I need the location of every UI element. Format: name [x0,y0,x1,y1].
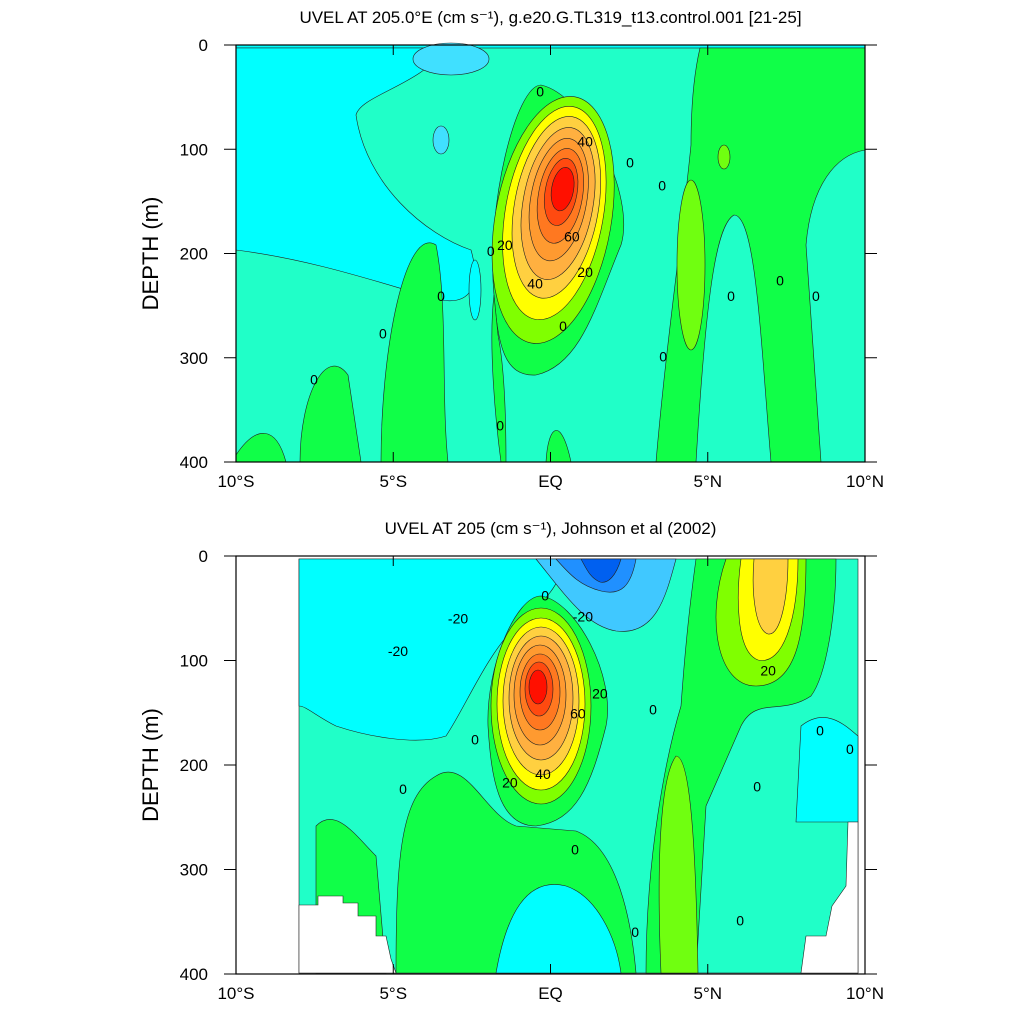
contour-label: 0 [816,722,824,738]
y-axis-label: DEPTH (m) [138,708,163,822]
contour-label: 0 [536,84,544,100]
x-tick-label: 10°S [217,472,254,491]
x-tick-label: EQ [538,984,563,1003]
contour-label: 0 [471,732,479,748]
contour-label: 0 [812,288,820,304]
y-tick-label: 0 [199,547,208,566]
contour-label: 20 [760,663,776,679]
chart-title: UVEL AT 205.0°E (cm s⁻¹), g.e20.G.TL319_… [299,8,801,27]
x-tick-label: 10°S [217,984,254,1003]
x-tick-label: 10°N [846,984,884,1003]
y-tick-label: 400 [180,453,208,472]
contour-label: 0 [736,912,744,928]
contour-label: 20 [577,264,593,280]
contour-label: -20 [448,610,468,626]
contour-label: 20 [502,775,518,791]
contour-label: 60 [564,229,580,245]
contour-label: 0 [753,779,761,795]
contour-label: 0 [559,318,567,334]
x-tick-label: 10°N [846,472,884,491]
contour-label: 40 [577,134,593,150]
y-tick-label: 200 [180,245,208,264]
contour-label: 0 [631,924,639,940]
contour-label: 0 [727,288,735,304]
contour-label: 60 [570,706,586,722]
contour-label: 0 [571,841,579,857]
x-tick-label: 5°S [379,472,407,491]
y-tick-label: 200 [180,756,208,775]
chart-title: UVEL AT 205 (cm s⁻¹), Johnson et al (200… [385,519,717,538]
contour-label: 0 [496,417,504,433]
x-tick-label: EQ [538,472,563,491]
contour-label: 0 [541,587,549,603]
contour-label: 0 [659,348,667,364]
contour-label: 40 [527,275,543,291]
contour-label: 40 [535,766,551,782]
contour-label: 0 [776,272,784,288]
contour-label: -20 [388,643,408,659]
contour-label: 0 [846,741,854,757]
contour-label: 20 [592,686,608,702]
contour-fill [235,42,866,463]
y-tick-label: 100 [180,652,208,671]
x-tick-label: 5°N [693,472,722,491]
contour-fill [298,558,859,974]
contour-label: 0 [649,701,657,717]
contour-label: -20 [573,608,593,624]
contour-label: 0 [437,288,445,304]
x-tick-label: 5°N [693,984,722,1003]
y-tick-label: 400 [180,965,208,984]
y-tick-label: 300 [180,861,208,880]
y-axis-label: DEPTH (m) [138,197,163,311]
y-tick-label: 300 [180,349,208,368]
contour-label: 0 [626,155,634,171]
contour-label: 20 [497,237,513,253]
contour-label: 0 [487,243,495,259]
contour-label: 0 [658,177,666,193]
y-tick-label: 100 [180,140,208,159]
contour-label: 0 [399,781,407,797]
contour-label: 0 [379,326,387,342]
y-tick-label: 0 [199,36,208,55]
x-tick-label: 5°S [379,984,407,1003]
contour-label: 0 [310,371,318,387]
